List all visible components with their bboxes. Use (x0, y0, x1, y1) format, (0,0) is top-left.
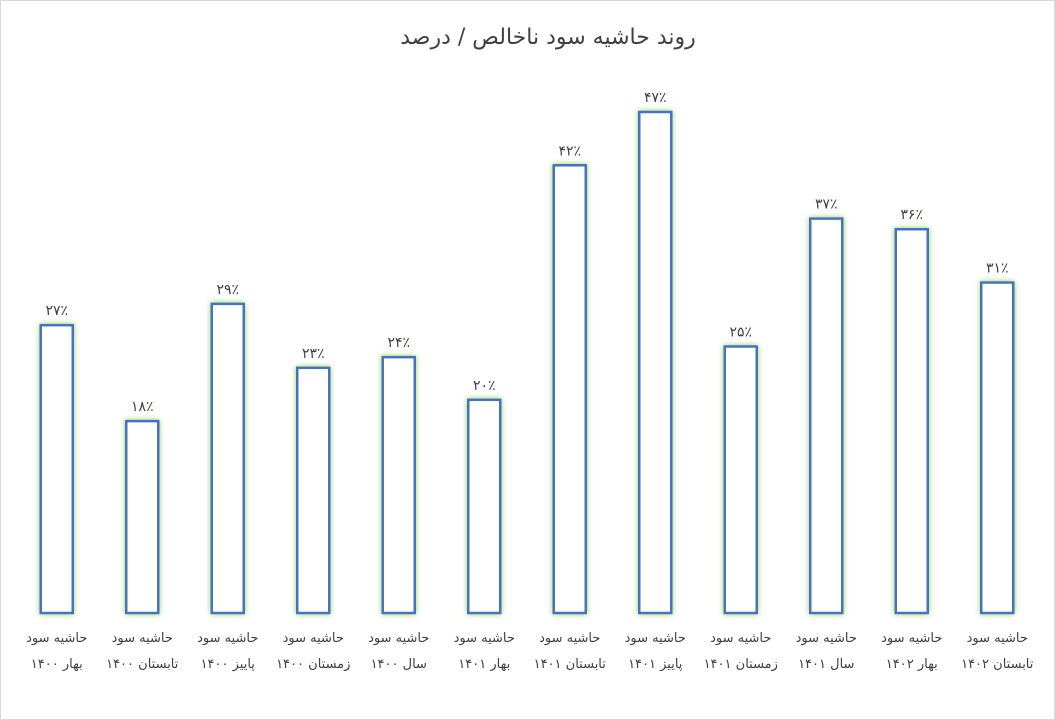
value-label: ۳۱٪ (986, 261, 1009, 277)
value-label: ۴۷٪ (644, 90, 667, 106)
x-tick-label: حاشیه سود پاییز ۱۴۰۱ (624, 631, 686, 672)
value-label: ۲۷٪ (45, 303, 68, 319)
value-label: ۲۰٪ (473, 378, 496, 394)
bar (381, 355, 416, 615)
value-label: ۲۳٪ (302, 346, 325, 362)
bar (125, 419, 160, 615)
x-tick-label: حاشیه سود بهار ۱۴۰۰ (26, 631, 88, 672)
x-tick-label: حاشیه سود تابستان ۱۴۰۰ (106, 631, 179, 672)
bar (980, 281, 1015, 615)
x-tick-label: حاشیه سود پاییز ۱۴۰۰ (197, 631, 259, 672)
x-tick-label: حاشیه سود سال ۱۴۰۰ (368, 631, 430, 672)
bar (638, 110, 673, 615)
x-tick-label: حاشیه سود تابستان ۱۴۰۲ (961, 631, 1034, 672)
bar (467, 398, 502, 615)
value-label: ۲۵٪ (729, 325, 752, 341)
x-tick-label: حاشیه سود سال ۱۴۰۱ (795, 631, 857, 672)
value-label: ۱۸٪ (131, 399, 154, 415)
bar (723, 345, 758, 615)
bar (39, 323, 74, 615)
x-tick-label: حاشیه سود تابستان ۱۴۰۱ (533, 631, 606, 672)
x-tick-label: حاشیه سود بهار ۱۴۰۲ (881, 631, 943, 672)
bar (210, 302, 245, 615)
bar (894, 227, 929, 615)
value-label: ۳۶٪ (900, 207, 923, 223)
bar (552, 164, 587, 615)
chart-title: روند حاشیه سود ناخالص / درصد (400, 25, 696, 50)
x-tick-label: حاشیه سود زمستان ۱۴۰۰ (276, 631, 351, 672)
bar (809, 217, 844, 615)
bar (296, 366, 331, 615)
value-label: ۳۷٪ (815, 197, 838, 213)
value-label: ۲۴٪ (387, 335, 410, 351)
value-label: ۴۲٪ (558, 143, 581, 159)
value-label: ۲۹٪ (216, 282, 239, 298)
x-tick-label: حاشیه سود بهار ۱۴۰۱ (453, 631, 515, 672)
x-tick-label: حاشیه سود زمستان ۱۴۰۱ (703, 631, 778, 672)
